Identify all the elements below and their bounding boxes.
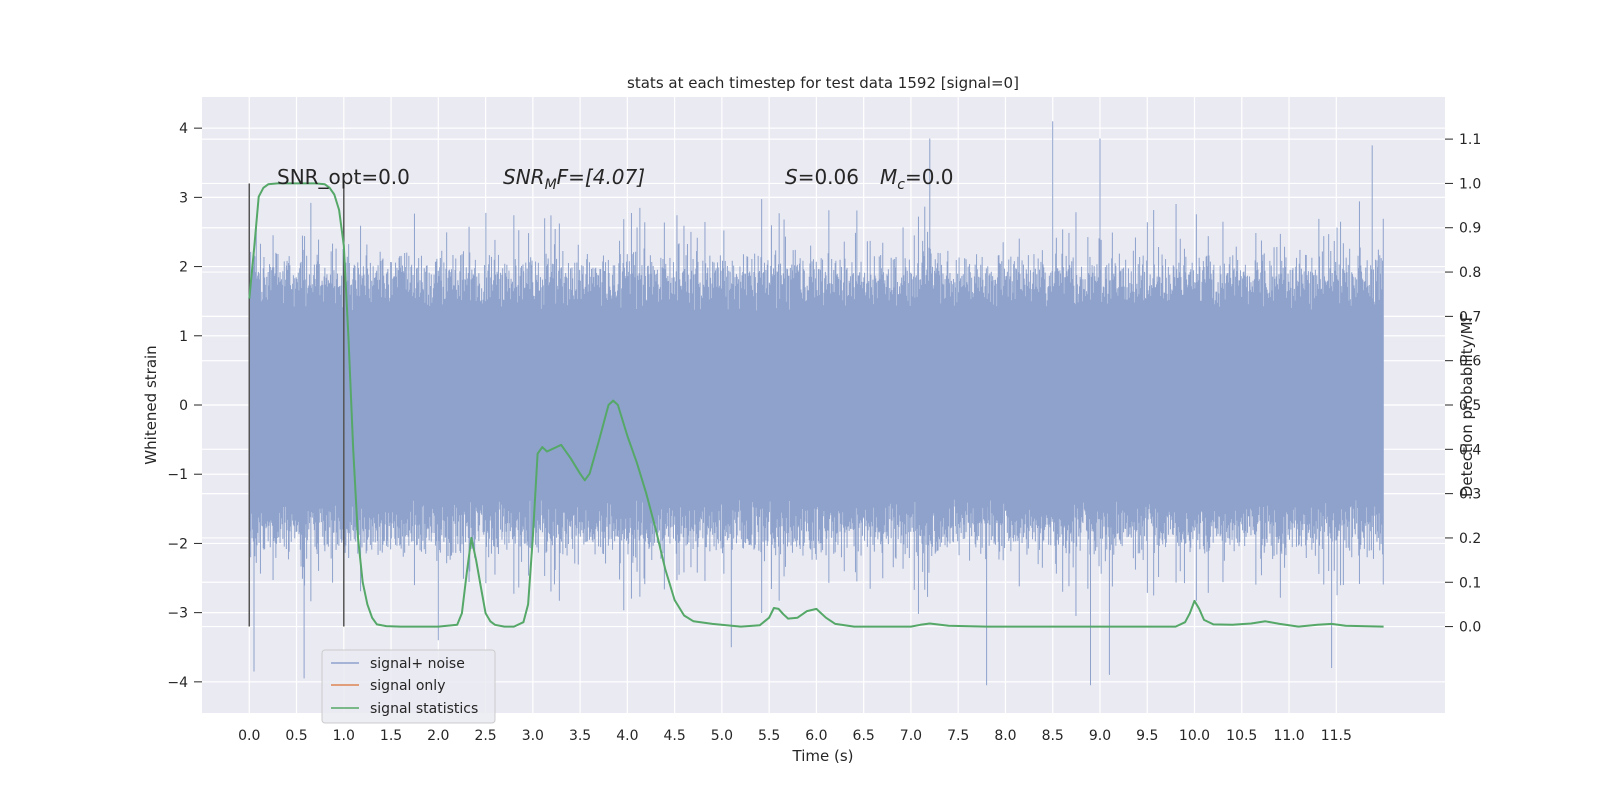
x-tick-label-1: 0.5: [285, 728, 307, 744]
legend-label-noise: signal+ noise: [370, 656, 465, 672]
yr-tick-label-5: 0.5: [1459, 398, 1481, 414]
yr-tick-label-4: 0.4: [1459, 442, 1481, 458]
annotation-mc: Mc=0.0: [880, 165, 954, 193]
x-tick-label-21: 10.5: [1226, 728, 1257, 744]
x-tick-label-12: 6.0: [805, 728, 827, 744]
yr-tick-label-11: 1.1: [1459, 132, 1481, 148]
x-tick-label-15: 7.5: [947, 728, 969, 744]
yr-tick-label-6: 0.6: [1459, 354, 1481, 370]
annotation-s: S=0.06: [785, 165, 859, 189]
x-tick-label-2: 1.0: [333, 728, 355, 744]
yr-tick-label-3: 0.3: [1459, 487, 1481, 503]
yr-tick-label-10: 1.0: [1459, 176, 1481, 192]
y-tick-labels: −4 −3 −2 −1 0 1 2 3 4: [167, 121, 202, 691]
x-tick-label-17: 8.5: [1042, 728, 1064, 744]
x-tick-label-10: 5.0: [711, 728, 733, 744]
y-tick-label-1: −3: [167, 606, 188, 622]
x-tick-label-0: 0.0: [238, 728, 260, 744]
x-tick-label-8: 4.0: [616, 728, 638, 744]
annotation-s-main: S: [785, 165, 798, 189]
y-tick-label-3: −1: [167, 467, 188, 483]
annotation-mc-rest: =0.0: [905, 165, 954, 189]
y-axis-label: Whitened strain: [142, 345, 160, 464]
legend-label-signal: signal only: [370, 678, 445, 694]
y-tick-label-0: −4: [167, 675, 188, 691]
x-tick-label-22: 11.0: [1273, 728, 1304, 744]
annotation-mc-main: M: [880, 165, 897, 189]
annotation-mc-sub: c: [897, 177, 905, 193]
x-tick-label-9: 4.5: [663, 728, 685, 744]
annotation-s-rest: =0.06: [798, 165, 859, 189]
y-tick-label-4: 0: [179, 398, 188, 414]
annotation-snr-mf: SNRMF=[4.07]: [503, 165, 645, 193]
x-tick-labels: 0.0 0.5 1.0 1.5 2.0 2.5 3.0 3.5 4.0 4.5 5.0 5.5 6.0 6…: [238, 728, 1352, 744]
x-tick-label-4: 2.0: [427, 728, 449, 744]
yr-tick-label-7: 0.7: [1459, 309, 1481, 325]
y-tick-label-2: −2: [167, 536, 188, 552]
annotation-snr-mf-sub: M: [545, 177, 557, 193]
statistics-series: [248, 182, 1384, 628]
x-tick-label-6: 3.0: [522, 728, 544, 744]
legend: signal+ noise signal only signal statist…: [321, 649, 496, 724]
stats-line: [248, 182, 1384, 628]
x-tick-label-16: 8.0: [994, 728, 1016, 744]
x-tick-label-19: 9.5: [1136, 728, 1158, 744]
legend-label-stats: signal statistics: [370, 701, 478, 717]
annotation-snr-mf-rest: F=[4.07]: [557, 165, 645, 189]
yr-tick-label-0: 0.0: [1459, 620, 1481, 636]
y-tick-label-5: 1: [179, 329, 188, 345]
legend-box: [321, 649, 496, 724]
x-tick-label-7: 3.5: [569, 728, 591, 744]
annotation-snr-opt: SNR_opt=0.0: [277, 165, 410, 189]
y-tick-label-7: 3: [179, 190, 188, 206]
y-right-tick-labels: 0.0 0.1 0.2 0.3 0.4 0.5 0.6 0.7 0.8 0.9 1.0 1.1: [1445, 132, 1481, 636]
x-tick-label-23: 11.5: [1321, 728, 1352, 744]
x-tick-label-5: 2.5: [474, 728, 496, 744]
x-tick-label-14: 7.0: [900, 728, 922, 744]
x-tick-label-20: 10.0: [1179, 728, 1210, 744]
yr-tick-label-2: 0.2: [1459, 531, 1481, 547]
x-tick-label-3: 1.5: [380, 728, 402, 744]
y-tick-label-6: 2: [179, 260, 188, 276]
x-tick-label-11: 5.5: [758, 728, 780, 744]
yr-tick-label-8: 0.8: [1459, 265, 1481, 281]
chart-title: stats at each timestep for test data 159…: [627, 74, 1019, 92]
yr-tick-label-9: 0.9: [1459, 221, 1481, 237]
yr-tick-label-1: 0.1: [1459, 575, 1481, 591]
x-tick-label-13: 6.5: [853, 728, 875, 744]
y-tick-label-8: 4: [179, 121, 188, 137]
annotation-snr-mf-main: SNR: [503, 165, 545, 189]
x-tick-label-18: 9.0: [1089, 728, 1111, 744]
y-right-axis-label: Detection probability/MF: [1458, 313, 1476, 497]
x-axis-label: Time (s): [792, 747, 854, 765]
